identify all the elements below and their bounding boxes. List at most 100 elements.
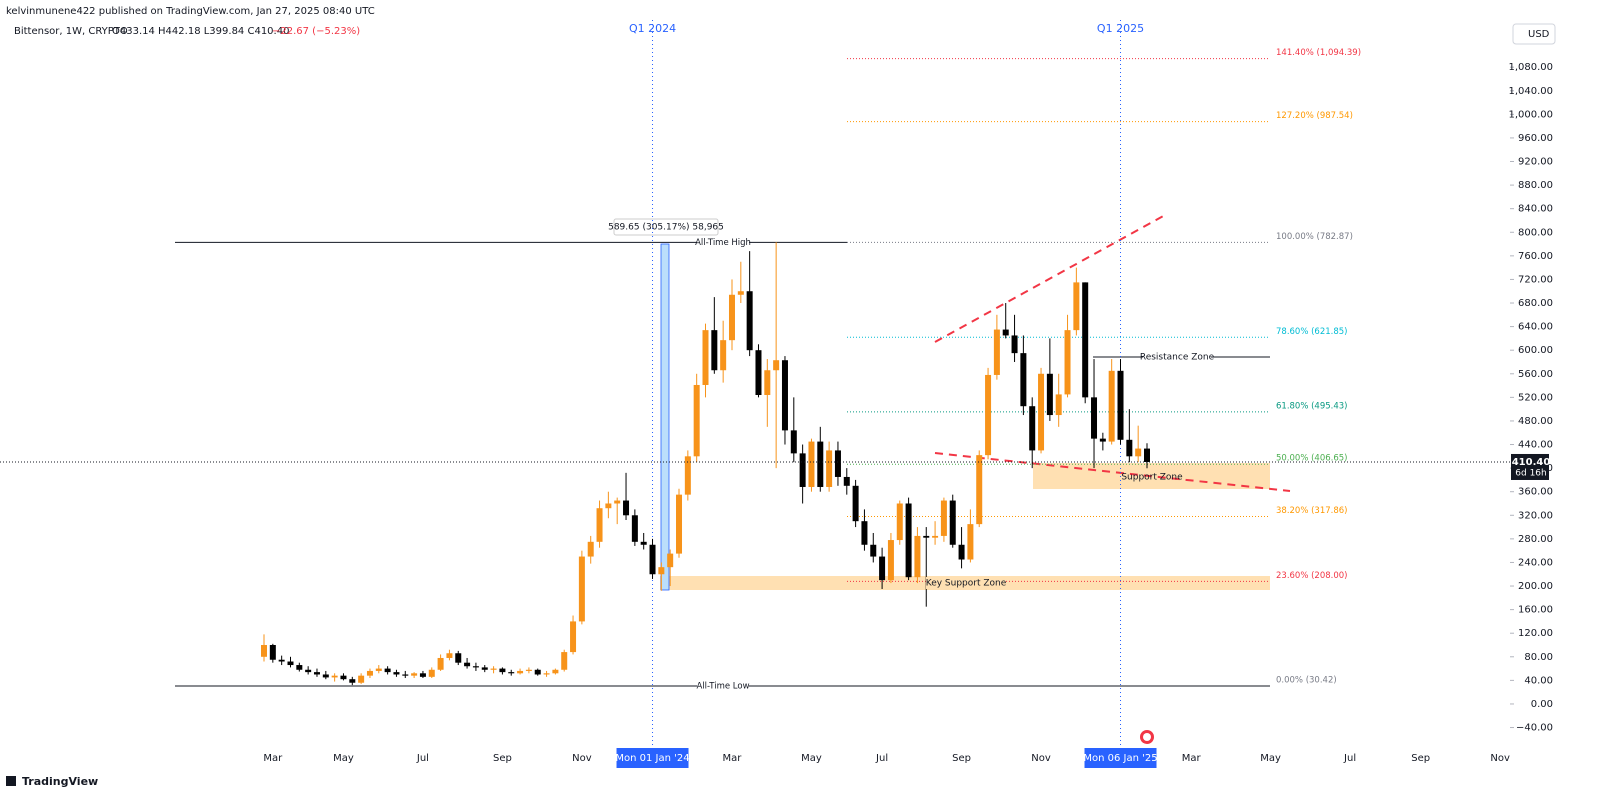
candle-body bbox=[437, 657, 444, 670]
candle-body bbox=[481, 667, 488, 670]
candle-body bbox=[322, 674, 329, 678]
publisher: kelvinmunene422 published on TradingView… bbox=[6, 6, 375, 17]
candle-body bbox=[331, 675, 338, 678]
currency[interactable]: USD bbox=[1528, 29, 1550, 40]
price-box bbox=[1511, 453, 1549, 480]
candle-body bbox=[764, 370, 771, 395]
candle-body bbox=[976, 455, 983, 525]
candle-body bbox=[1064, 330, 1071, 395]
key-line-label: All-Time High bbox=[695, 238, 751, 248]
currency-box[interactable] bbox=[1512, 23, 1556, 45]
candle-body bbox=[773, 360, 780, 371]
x-tick-label: Sep bbox=[952, 753, 971, 764]
y-tick-label: 280.00 bbox=[1518, 534, 1553, 545]
y-tick-label: 480.00 bbox=[1518, 416, 1553, 427]
candle-body bbox=[834, 450, 841, 477]
labels: 589.65 (305.17%) 58,965 Key Support Zone… bbox=[6, 6, 1556, 788]
candle-body bbox=[455, 653, 462, 663]
measure-range bbox=[660, 243, 670, 591]
candle-body bbox=[587, 541, 594, 557]
candle-body bbox=[349, 679, 356, 683]
candle-body bbox=[570, 621, 577, 653]
key-support-label: Key Support Zone bbox=[926, 579, 1007, 589]
candle-body bbox=[958, 544, 965, 560]
candle-body bbox=[631, 515, 638, 542]
candle-body bbox=[887, 540, 894, 581]
x-tick-label: May bbox=[801, 753, 822, 764]
y-tick-label: 1,000.00 bbox=[1508, 109, 1553, 120]
candle-body bbox=[667, 553, 674, 568]
x-tick-label: Nov bbox=[1490, 753, 1510, 764]
candle-body bbox=[852, 485, 859, 522]
x-tick-label: Nov bbox=[1031, 753, 1051, 764]
candle-body bbox=[940, 500, 947, 536]
candle-body bbox=[375, 668, 382, 671]
y-tick-label: 640.00 bbox=[1518, 322, 1553, 333]
countdown: 6d 16h bbox=[1515, 468, 1546, 478]
y-tick-label: 320.00 bbox=[1518, 510, 1553, 521]
candle-body bbox=[402, 674, 409, 676]
label-bg bbox=[926, 577, 1006, 589]
x-highlight bbox=[616, 748, 689, 768]
price-label: 410.40 bbox=[1512, 457, 1551, 468]
candle-body bbox=[1117, 370, 1124, 440]
candle-body bbox=[1002, 329, 1009, 336]
fib-label: 61.80% (495.43) bbox=[1276, 401, 1348, 411]
candle-body bbox=[879, 556, 886, 581]
fib-label: 141.40% (1,094.39) bbox=[1276, 48, 1361, 58]
y-tick-label: 760.00 bbox=[1518, 251, 1553, 262]
y-tick-label: 440.00 bbox=[1518, 440, 1553, 451]
candle-body bbox=[1099, 438, 1106, 442]
candle-body bbox=[923, 535, 930, 538]
candle-body bbox=[358, 675, 365, 683]
candle-body bbox=[614, 500, 621, 504]
x-tick-label: Jul bbox=[416, 753, 429, 764]
candle-body bbox=[517, 670, 524, 674]
y-tick-label: 600.00 bbox=[1518, 345, 1553, 356]
y-tick-label: 720.00 bbox=[1518, 274, 1553, 285]
candle-body bbox=[1091, 397, 1098, 439]
y-tick-label: 800.00 bbox=[1518, 227, 1553, 238]
fib-label: 38.20% (317.86) bbox=[1276, 506, 1348, 516]
candle-body bbox=[525, 669, 532, 671]
candle-body bbox=[914, 535, 921, 578]
ohlc: O433.14 H442.18 L399.84 C410.40 bbox=[112, 26, 289, 37]
candle-body bbox=[746, 291, 753, 351]
candle-body bbox=[278, 659, 285, 662]
candle-body bbox=[1082, 282, 1089, 398]
support-label: Support Zone bbox=[1121, 473, 1183, 483]
candle-body bbox=[993, 329, 1000, 375]
candle-body bbox=[728, 294, 735, 341]
y-tick-label: 1,080.00 bbox=[1508, 62, 1553, 73]
logo-icon bbox=[6, 776, 16, 786]
candle-body bbox=[1029, 406, 1036, 451]
candle-body bbox=[808, 441, 815, 487]
x-tick-label: Nov bbox=[572, 753, 592, 764]
candle-body bbox=[905, 503, 912, 578]
candle-body bbox=[1011, 335, 1018, 354]
x-tick-label: Mon 01 Jan '24 bbox=[615, 753, 689, 764]
candle-body bbox=[1046, 373, 1053, 416]
measure-label: 589.65 (305.17%) 58,965 bbox=[608, 223, 724, 233]
candle-body bbox=[932, 535, 939, 538]
x-tick-label: Mar bbox=[263, 753, 283, 764]
fib-label: 127.20% (987.54) bbox=[1276, 111, 1353, 121]
candle-body bbox=[737, 291, 744, 295]
y-tick-label: 880.00 bbox=[1518, 180, 1553, 191]
candle-body bbox=[428, 669, 435, 677]
symbol: Bittensor, 1W, CRYPTO bbox=[14, 26, 128, 37]
footer-logo[interactable]: TradingView bbox=[22, 775, 98, 788]
candle-body bbox=[684, 456, 691, 495]
x-tick-label: Jul bbox=[1343, 753, 1356, 764]
candle-body bbox=[446, 653, 453, 658]
candle-body bbox=[711, 330, 718, 371]
y-tick-label: 560.00 bbox=[1518, 369, 1553, 380]
candle-body bbox=[340, 675, 347, 680]
lower-trendline bbox=[934, 452, 1291, 492]
drawings bbox=[613, 214, 1291, 744]
upper-trendline bbox=[934, 214, 1166, 343]
candle-body bbox=[1135, 448, 1142, 457]
candle-body bbox=[472, 666, 479, 668]
y-tick-label: 160.00 bbox=[1518, 605, 1553, 616]
